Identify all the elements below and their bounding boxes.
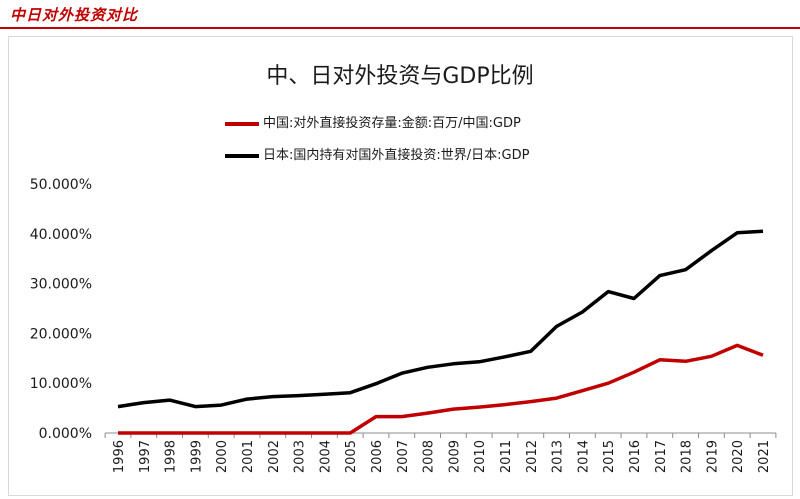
legend-item-china: 中国:对外直接投资存量:金额:百万/中国:GDP — [225, 112, 521, 131]
x-tick-label: 2003 — [293, 440, 308, 473]
x-tick-label: 2009 — [447, 440, 462, 473]
x-tick-label: 2021 — [757, 440, 772, 473]
x-tick-label: 2007 — [396, 440, 411, 473]
x-tick-label: 1996 — [112, 440, 127, 473]
x-tick-label: 2018 — [680, 440, 695, 473]
x-axis: 1996 1997 1998 1999 2000 2001 2002 2003 2004 2005… — [104, 432, 777, 473]
chart-frame — [8, 36, 793, 496]
chart-title: 中、日对外投资与GDP比例 — [266, 64, 534, 89]
china-line — [118, 343, 764, 435]
y-tick-label: 50.000% — [30, 177, 92, 193]
x-tick-label: 2019 — [705, 440, 720, 473]
x-tick-label: 2006 — [370, 440, 385, 473]
x-tick-label: 2012 — [525, 440, 540, 473]
x-tick-label: 1997 — [138, 440, 153, 473]
japan-line — [117, 229, 764, 409]
x-tick-label: 2005 — [344, 440, 359, 473]
series-lines — [117, 229, 764, 435]
x-tick-label: 2020 — [731, 440, 746, 473]
y-tick-label: 20.000% — [30, 326, 92, 342]
header-rule — [0, 27, 800, 29]
page-header: 中日对外投资对比 — [0, 0, 800, 30]
x-tick-label: 2001 — [241, 440, 256, 473]
x-tick-label: 2008 — [422, 440, 437, 473]
legend-swatch-china — [225, 121, 259, 126]
x-tick-label: 2015 — [602, 440, 617, 473]
x-tick-label: 2014 — [576, 440, 591, 473]
x-tick-label: 1998 — [164, 440, 179, 473]
x-tick-label: 2004 — [318, 440, 333, 473]
x-tick-label: 2011 — [499, 440, 514, 473]
y-tick-label: 30.000% — [30, 277, 92, 293]
x-tick-label: 2010 — [473, 440, 488, 473]
x-tick-label: 2013 — [551, 440, 566, 473]
y-tick-label: 0.000% — [39, 426, 92, 442]
x-tick-label: 1999 — [189, 440, 204, 473]
x-tick-label: 2002 — [267, 440, 282, 473]
y-axis-labels: 0.000% 10.000% 20.000% 30.000% 40.000% 50.000… — [30, 177, 92, 442]
legend-swatch-japan — [225, 153, 259, 158]
y-tick-label: 10.000% — [30, 376, 92, 392]
legend-item-japan: 日本:国内持有对国外直接投资:世界/日本:GDP — [225, 144, 529, 163]
legend-label-china: 中国:对外直接投资存量:金额:百万/中国:GDP — [263, 116, 521, 131]
x-tick-label: 2017 — [654, 440, 669, 473]
legend-label-japan: 日本:国内持有对国外直接投资:世界/日本:GDP — [263, 148, 530, 163]
x-tick-label: 2000 — [215, 440, 230, 473]
y-tick-label: 40.000% — [30, 227, 92, 243]
section-title: 中日对外投资对比 — [10, 6, 139, 24]
x-tick-label: 2016 — [628, 440, 643, 473]
